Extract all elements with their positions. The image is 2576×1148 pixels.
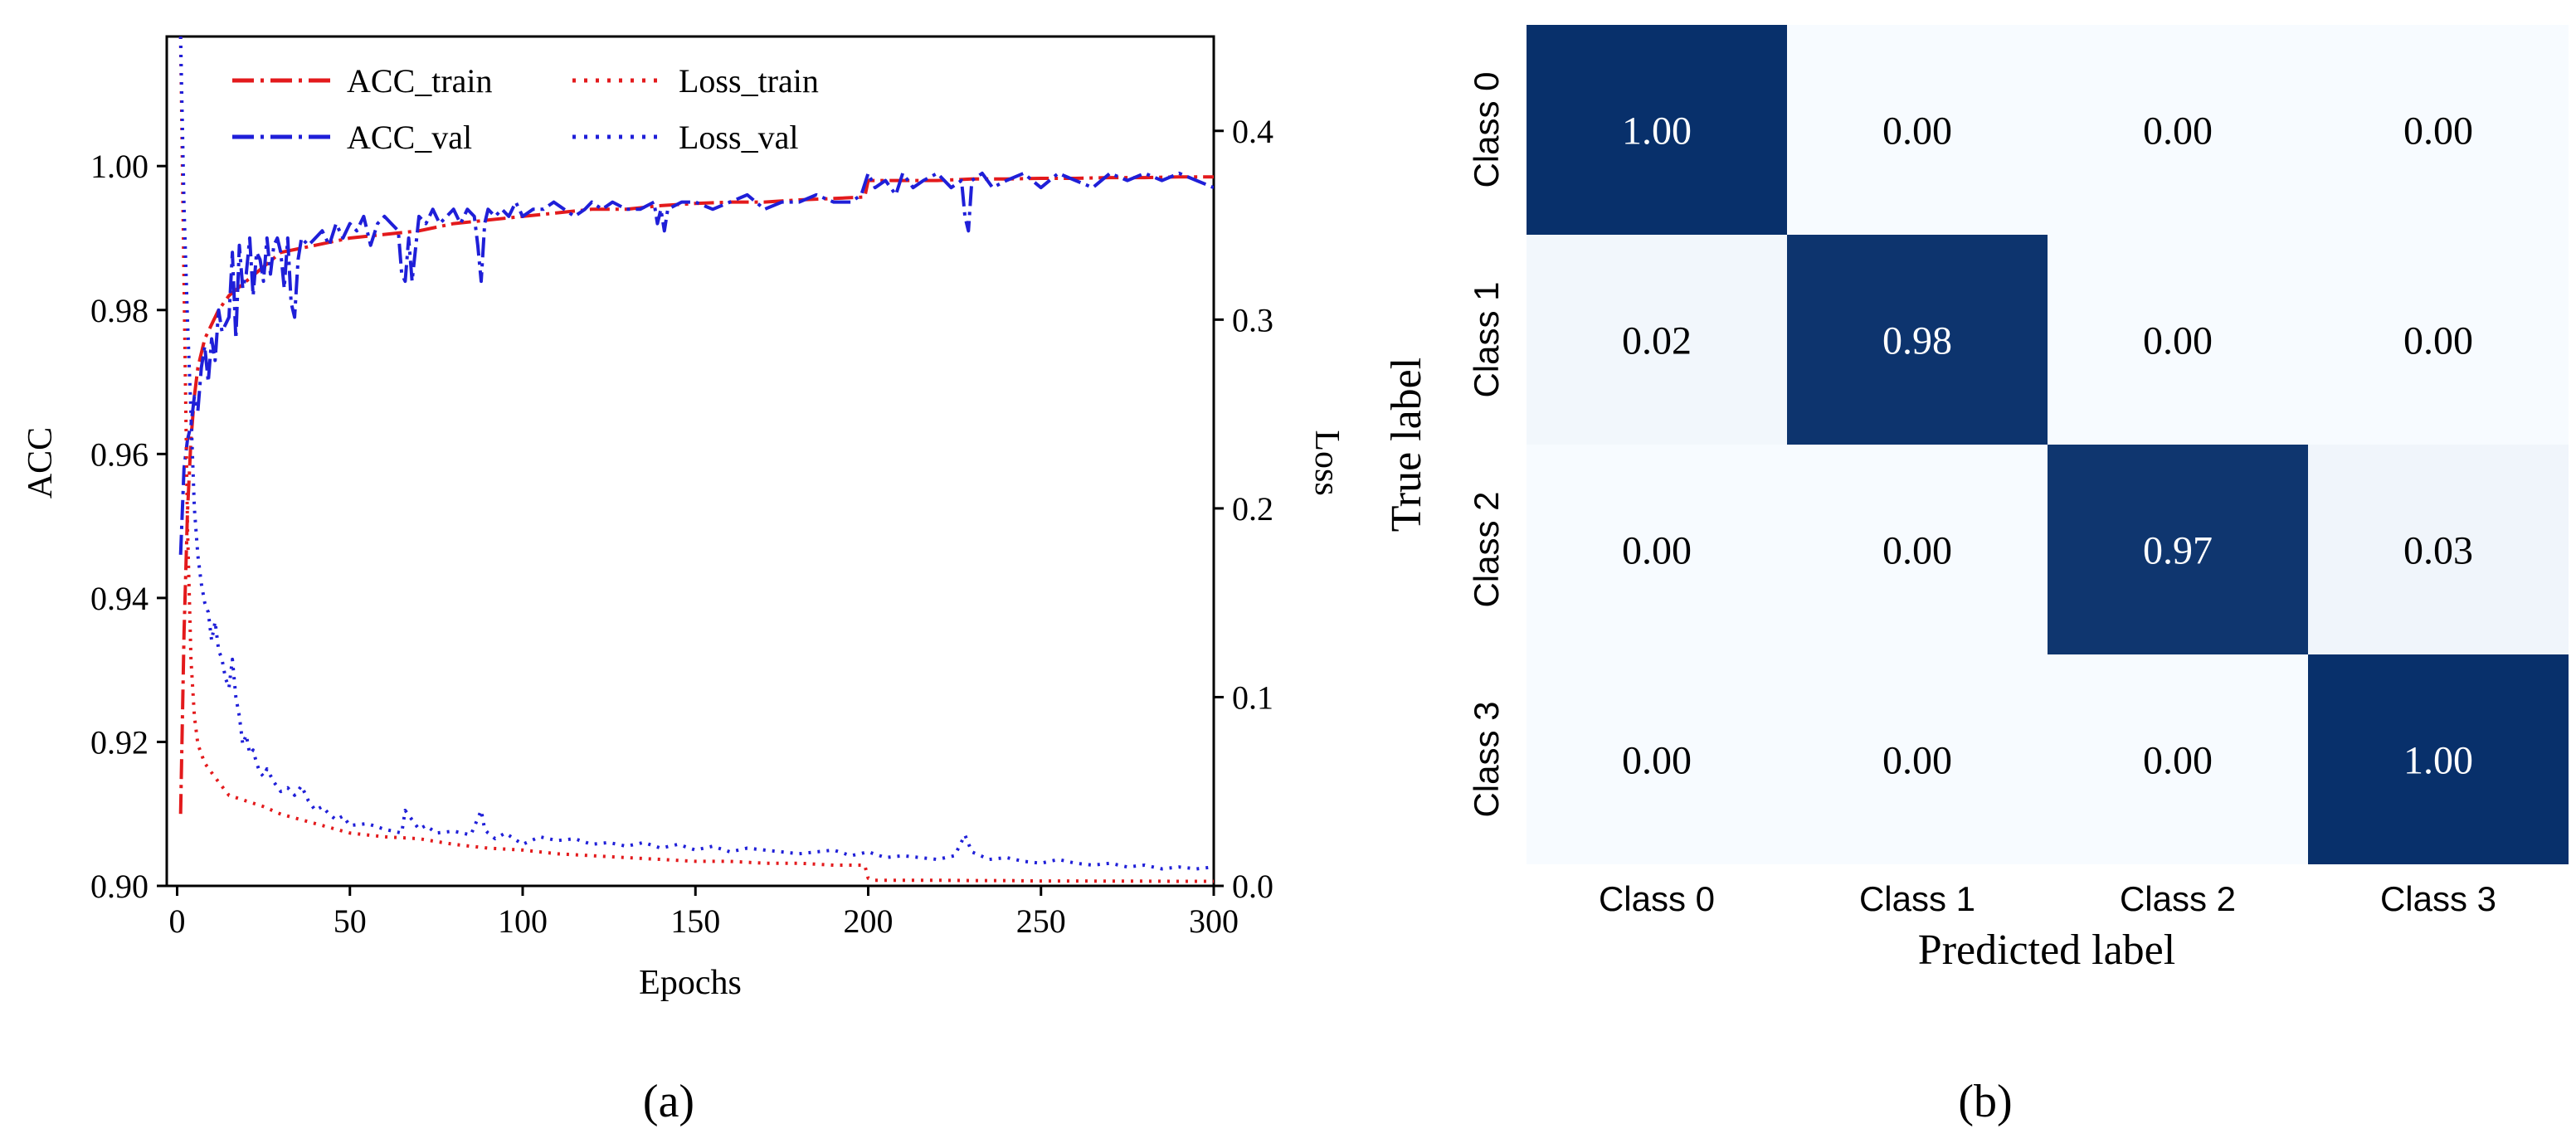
matrix-cell-value: 1.00 — [2403, 739, 2473, 783]
row-label: Class 2 — [1467, 491, 1506, 607]
x-tick-label: 50 — [334, 902, 367, 940]
plot-area — [165, 35, 1215, 888]
matrix-cells: 1.00 0.00 0.00 0.00 0.02 0.98 0.00 0.00 0.00 0.00… — [1527, 25, 2569, 864]
matrix-cell — [1527, 654, 1787, 864]
x-tick-label: 200 — [843, 902, 893, 940]
y-tick-label: 0.90 — [90, 868, 149, 905]
series-line-acc-val — [178, 171, 1214, 555]
matrix-cell-value: 0.00 — [2143, 739, 2213, 783]
row-labels: Class 0 Class 1 Class 2 Class 3 — [1467, 71, 1506, 817]
matrix-cell — [2308, 445, 2569, 654]
x-tick-label: 300 — [1189, 902, 1239, 940]
x-tick-label: 100 — [498, 902, 548, 940]
matrix-cell — [1527, 445, 1787, 654]
matrix-cell — [1787, 445, 2048, 654]
legend-label-loss-val: Loss_val — [679, 119, 798, 156]
row-label: Class 1 — [1467, 281, 1506, 397]
matrix-cell-value: 0.00 — [1622, 739, 1692, 783]
x-axis-label: Epochs — [639, 964, 742, 1002]
matrix-cell — [1787, 25, 2048, 235]
matrix-cell-value: 0.00 — [2143, 109, 2213, 153]
matrix-cell — [1527, 25, 1787, 235]
row-label: Class 0 — [1467, 71, 1506, 187]
y2-tick-label: 0.1 — [1232, 679, 1273, 716]
series-line-loss-val — [178, 36, 1214, 871]
matrix-cell — [2308, 654, 2569, 864]
x-tick-label: 0 — [168, 902, 185, 940]
matrix-cell-value: 1.00 — [1622, 109, 1692, 153]
y2-tick-label: 0.0 — [1232, 868, 1273, 905]
matrix-cell-value: 0.03 — [2403, 529, 2473, 573]
matrix-cell-value: 0.00 — [2403, 109, 2473, 153]
matrix-cell — [1527, 235, 1787, 445]
row-label: Class 3 — [1467, 701, 1506, 817]
matrix-cell-value: 0.00 — [1882, 109, 1952, 153]
y-tick-label: 1.00 — [90, 148, 149, 185]
y-axis-label: ACC — [22, 427, 60, 499]
confusion-matrix: 1.00 0.00 0.00 0.00 0.02 0.98 0.00 0.00 0.00 0.00… — [1383, 25, 2569, 1127]
y2-axis-ticks: 0.0 0.1 0.2 0.3 0.4 — [1214, 113, 1273, 905]
matrix-cell — [1787, 235, 2048, 445]
matrix-cell-value: 0.00 — [2143, 319, 2213, 363]
y2-tick-label: 0.2 — [1232, 490, 1273, 528]
matrix-cell — [1787, 654, 2048, 864]
matrix-cell-value: 0.97 — [2143, 529, 2213, 573]
column-label: Class 3 — [2380, 879, 2496, 918]
column-labels: Class 0 Class 1 Class 2 Class 3 — [1599, 879, 2496, 918]
panel-label-a: (a) — [643, 1076, 694, 1127]
legend-label-loss-train: Loss_train — [679, 62, 819, 100]
matrix-cell-value: 0.02 — [1622, 319, 1692, 363]
y2-axis-label: Loss — [1307, 430, 1346, 495]
column-label: Class 2 — [2120, 879, 2236, 918]
column-label: Class 0 — [1599, 879, 1715, 918]
matrix-cell-value: 0.00 — [1622, 529, 1692, 573]
matrix-x-axis-label: Predicted label — [1918, 927, 2175, 974]
panel-label-b: (b) — [1958, 1076, 2012, 1127]
y2-tick-label: 0.3 — [1232, 301, 1273, 338]
matrix-cell-value: 0.98 — [1882, 319, 1952, 363]
series-group — [178, 36, 1214, 883]
x-axis-ticks: 0 50 100 150 200 250 300 — [168, 886, 1239, 940]
matrix-cell — [2048, 445, 2308, 654]
column-label: Class 1 — [1859, 879, 1975, 918]
matrix-cell — [2308, 235, 2569, 445]
series-line-acc-train — [178, 175, 1214, 815]
matrix-cell — [2048, 25, 2308, 235]
series-line-loss-train — [178, 36, 1214, 883]
legend-label-acc-train: ACC_train — [347, 62, 493, 100]
matrix-cell — [2308, 25, 2569, 235]
matrix-cell-value: 0.00 — [1882, 529, 1952, 573]
y-tick-label: 0.92 — [90, 723, 149, 761]
matrix-cell — [2048, 654, 2308, 864]
y2-tick-label: 0.4 — [1232, 113, 1273, 150]
x-tick-label: 150 — [670, 902, 720, 940]
legend-label-acc-val: ACC_val — [347, 119, 472, 156]
y-axis-ticks: 0.90 0.92 0.94 0.96 0.98 1.00 — [90, 148, 167, 905]
y-tick-label: 0.94 — [90, 580, 149, 617]
legend: ACC_train ACC_val Loss_train Loss_val — [232, 62, 819, 156]
matrix-cell-value: 0.00 — [2403, 319, 2473, 363]
y-tick-label: 0.98 — [90, 292, 149, 329]
matrix-y-axis-label: True label — [1383, 358, 1430, 532]
training-curves-chart: 0 50 100 150 200 250 300 0.90 0.92 0.94 0.96 0.98 1… — [22, 35, 1346, 1127]
matrix-cell-value: 0.00 — [1882, 739, 1952, 783]
matrix-cell — [2048, 235, 2308, 445]
y-tick-label: 0.96 — [90, 435, 149, 473]
x-tick-label: 250 — [1016, 902, 1066, 940]
